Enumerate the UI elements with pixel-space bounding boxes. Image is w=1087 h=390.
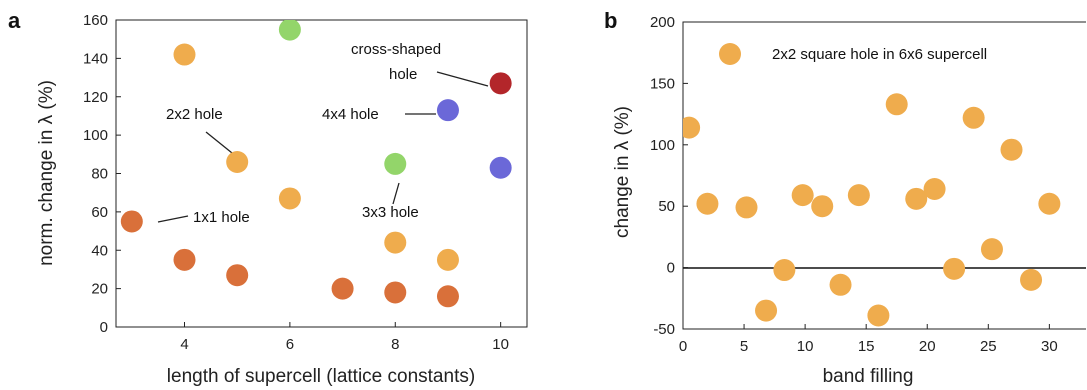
- panel-b-data-point: [867, 304, 890, 327]
- panel-a-data-point: [489, 156, 512, 179]
- annotation-line-3x3: [392, 182, 400, 205]
- panel-b-x-tick-label: 15: [858, 338, 875, 355]
- panel-a-y-tick-label: 100: [83, 127, 108, 144]
- panel-a-y-tick-label: 80: [91, 166, 108, 183]
- annotation-cross-shaped: cross-shaped: [351, 41, 441, 58]
- panel-a-y-tick-label: 160: [83, 12, 108, 29]
- panel-b-data-point: [755, 299, 778, 322]
- panel-b-data-point: [847, 184, 870, 207]
- panel-b-data-point: [923, 178, 946, 201]
- panel-b-data-point: [1000, 138, 1023, 161]
- panel-a-y-tick-label: 140: [83, 50, 108, 67]
- panel-b-y-tick-label: 50: [658, 198, 675, 215]
- panel-a-data-point: [436, 248, 459, 271]
- panel-a-y-tick-label: 60: [91, 204, 108, 221]
- panel-a-data-point: [384, 152, 407, 175]
- panel-b-data-point: [943, 257, 966, 280]
- legend-marker: [719, 43, 741, 65]
- panel-b-y-axis-label: change in λ (%): [612, 106, 633, 238]
- panel-b-x-tick-label: 30: [1041, 338, 1058, 355]
- panel-b-y-tick-label: 100: [650, 137, 675, 154]
- panel-b-data-point: [980, 238, 1003, 261]
- panel-a-label: a: [8, 8, 21, 33]
- panel-b-y-tick-label: -50: [653, 321, 675, 338]
- panel-a-x-axis-label: length of supercell (lattice constants): [167, 366, 475, 387]
- panel-b-x-tick-label: 25: [980, 338, 997, 355]
- annotation-3x3-hole: 3x3 hole: [362, 204, 419, 221]
- panel-a-x-tick-label: 4: [180, 336, 188, 353]
- panel-b-x-tick-label: 10: [797, 338, 814, 355]
- panel-a-data-point: [278, 187, 301, 210]
- panel-b-data-point: [829, 273, 852, 296]
- panel-b-data-point: [905, 187, 928, 210]
- panel-b-data-point: [811, 195, 834, 218]
- panel-b-plot-frame: [682, 21, 1086, 330]
- annotation-1x1-hole: 1x1 hole: [193, 209, 250, 226]
- panel-a-data-point: [173, 43, 196, 66]
- panel-a-data-point: [331, 277, 354, 300]
- annotation-2x2-hole: 2x2 hole: [166, 106, 223, 123]
- panel-b-data-point: [696, 192, 719, 215]
- panel-a-data-point: [489, 72, 512, 95]
- panel-a-x-tick-label: 8: [391, 336, 399, 353]
- panel-a-x-tick-label: 6: [286, 336, 294, 353]
- panel-a-y-tick-label: 40: [91, 242, 108, 259]
- panel-a-data-point: [278, 20, 301, 41]
- panel-b-data-point: [773, 259, 796, 282]
- panel-b-data-point: [1038, 192, 1061, 215]
- annotation-cross-hole: hole: [389, 66, 417, 83]
- panel-a-y-axis-label: norm. change in λ (%): [36, 80, 57, 266]
- panel-a-data-point: [120, 210, 143, 233]
- panel-a-data-point: [384, 281, 407, 304]
- panel-a-data-point: [226, 264, 249, 287]
- panel-b-data-point: [1020, 268, 1043, 291]
- panel-a-data-point: [384, 231, 407, 254]
- panel-a-plot-frame: [115, 19, 528, 328]
- panel-b-x-tick-label: 20: [919, 338, 936, 355]
- panel-a-data-point: [436, 99, 459, 122]
- panel-b-data-point: [683, 116, 701, 139]
- panel-b-label: b: [604, 8, 617, 33]
- panel-b-x-tick-label: 5: [740, 338, 748, 355]
- panel-b-data-point: [962, 106, 985, 129]
- panel-b-y-tick-label: 150: [650, 75, 675, 92]
- panel-a-data-point: [226, 150, 249, 173]
- panel-a-x-tick-label: 10: [492, 336, 509, 353]
- annotation-line-1x1: [157, 215, 189, 223]
- legend-label: 2x2 square hole in 6x6 supercell: [772, 46, 987, 63]
- panel-a-data-point: [173, 248, 196, 271]
- panel-b-x-axis-label: band filling: [823, 366, 914, 387]
- panel-a-y-tick-label: 120: [83, 89, 108, 106]
- panel-a-data-point: [436, 285, 459, 308]
- panel-b-data-point: [735, 196, 758, 219]
- annotation-line-cross: [436, 71, 489, 87]
- panel-b-data-point: [885, 93, 908, 116]
- panel-b-x-tick-label: 0: [679, 338, 687, 355]
- panel-b-y-tick-label: 200: [650, 14, 675, 31]
- panel-a-y-tick-label: 0: [100, 319, 108, 336]
- panel-b-y-tick-label: 0: [667, 260, 675, 277]
- panel-b-data-point: [791, 184, 814, 207]
- annotation-4x4-hole: 4x4 hole: [322, 106, 379, 123]
- panel-a-y-tick-label: 20: [91, 281, 108, 298]
